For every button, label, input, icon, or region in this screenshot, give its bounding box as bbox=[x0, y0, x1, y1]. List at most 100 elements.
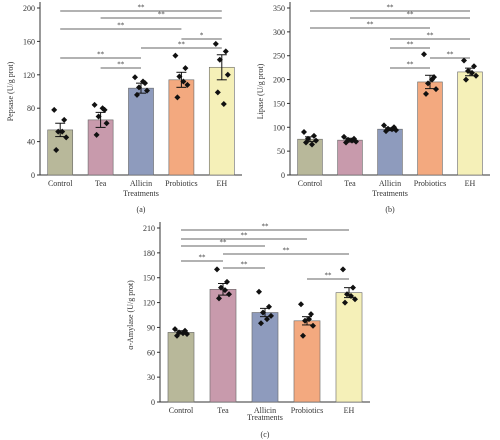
bar-allicin bbox=[251, 312, 279, 403]
y-tick-label: 120 bbox=[143, 299, 155, 308]
data-point bbox=[172, 52, 179, 59]
data-point bbox=[268, 312, 274, 319]
data-point bbox=[350, 284, 356, 291]
significance-label: ** bbox=[220, 239, 228, 247]
category-label: EH bbox=[465, 179, 476, 188]
category-label: Allicin bbox=[379, 179, 401, 188]
data-point bbox=[224, 278, 230, 285]
bar-probiotics bbox=[417, 81, 443, 176]
significance-label: ** bbox=[427, 32, 435, 40]
y-tick-label: 150 bbox=[273, 99, 285, 108]
category-label: Probiotics bbox=[165, 179, 197, 188]
y-tick-label: 0 bbox=[31, 171, 35, 180]
y-tick-label: 90 bbox=[147, 323, 155, 332]
data-point bbox=[134, 91, 140, 98]
y-tick-label: 150 bbox=[143, 274, 155, 283]
bar-allicin bbox=[377, 128, 403, 176]
data-point bbox=[352, 296, 358, 303]
data-point bbox=[260, 309, 266, 316]
data-point bbox=[172, 326, 178, 333]
data-point bbox=[461, 57, 467, 64]
data-point bbox=[471, 63, 477, 70]
data-point bbox=[348, 292, 354, 299]
panel-label: (c) bbox=[261, 430, 270, 439]
data-point bbox=[220, 101, 227, 108]
y-tick-label: 30 bbox=[147, 373, 155, 382]
x-axis-title: Treatments bbox=[123, 189, 159, 198]
data-point bbox=[214, 266, 220, 273]
data-point bbox=[425, 80, 431, 87]
y-tick-label: 0 bbox=[151, 398, 155, 407]
category-label: Control bbox=[169, 406, 194, 415]
y-tick-label: 100 bbox=[273, 123, 285, 132]
data-point bbox=[222, 48, 229, 55]
data-point bbox=[63, 134, 70, 141]
data-point bbox=[174, 332, 180, 339]
data-point bbox=[140, 78, 146, 85]
significance-label: ** bbox=[447, 51, 455, 59]
y-axis-title: Lipase (U/g prot) bbox=[256, 63, 265, 119]
category-label: Control bbox=[298, 179, 323, 188]
category-label: EH bbox=[216, 179, 227, 188]
data-point bbox=[222, 287, 228, 294]
y-tick-label: 200 bbox=[273, 76, 285, 85]
category-label: Tea bbox=[217, 406, 229, 415]
significance-label: ** bbox=[387, 4, 395, 12]
y-tick-label: 50 bbox=[277, 147, 285, 156]
data-point bbox=[176, 73, 183, 80]
data-point bbox=[53, 146, 60, 153]
significance-label: ** bbox=[117, 22, 125, 30]
bar-allicin bbox=[128, 87, 154, 176]
data-point bbox=[216, 295, 222, 302]
data-point bbox=[343, 139, 349, 146]
data-point bbox=[303, 139, 309, 146]
significance-label: ** bbox=[138, 4, 146, 12]
data-point bbox=[473, 72, 479, 79]
data-point bbox=[99, 105, 106, 112]
data-point bbox=[266, 303, 272, 310]
category-label: EH bbox=[344, 406, 355, 415]
y-tick-label: 0 bbox=[281, 171, 285, 180]
significance-label: ** bbox=[199, 254, 207, 262]
data-point bbox=[463, 76, 469, 83]
bar-tea bbox=[337, 139, 363, 176]
data-point bbox=[226, 291, 232, 298]
significance-label: ** bbox=[283, 247, 291, 255]
x-axis-title: Treatments bbox=[247, 413, 283, 422]
data-point bbox=[310, 322, 316, 329]
data-point bbox=[393, 127, 399, 134]
significance-label: * bbox=[200, 32, 204, 40]
data-point bbox=[313, 137, 319, 144]
data-point bbox=[342, 299, 348, 306]
data-point bbox=[389, 126, 395, 133]
data-point bbox=[144, 87, 150, 94]
y-tick-label: 300 bbox=[273, 28, 285, 37]
data-point bbox=[349, 137, 355, 144]
y-tick-label: 180 bbox=[143, 249, 155, 258]
data-point bbox=[184, 81, 191, 88]
panel-b: 0 50 100 150 200 250 300 350 Lipase (U/g prot) Co… bbox=[256, 2, 490, 214]
significance-label: ** bbox=[158, 11, 166, 19]
data-point bbox=[212, 40, 219, 47]
data-point bbox=[180, 78, 187, 85]
data-point bbox=[309, 141, 315, 148]
data-point bbox=[341, 133, 347, 140]
panel-label: (a) bbox=[137, 205, 146, 214]
significance-label: ** bbox=[97, 51, 105, 59]
data-point bbox=[306, 316, 312, 323]
bar-eh bbox=[335, 292, 363, 403]
data-point bbox=[300, 332, 306, 339]
data-point bbox=[61, 116, 68, 123]
data-point bbox=[136, 84, 142, 91]
bar-tea bbox=[209, 289, 237, 403]
significance-label: ** bbox=[178, 41, 186, 49]
data-point bbox=[214, 89, 221, 96]
category-label: Probiotics bbox=[291, 406, 323, 415]
panel-c: 0 30 60 90 120 150 180 210 α-Amylase (U/g prot) C… bbox=[126, 222, 370, 439]
y-tick-label: 160 bbox=[23, 37, 35, 46]
data-point bbox=[311, 132, 317, 139]
y-tick-label: 350 bbox=[273, 4, 285, 13]
data-point bbox=[433, 86, 439, 93]
significance-label: ** bbox=[117, 61, 125, 69]
